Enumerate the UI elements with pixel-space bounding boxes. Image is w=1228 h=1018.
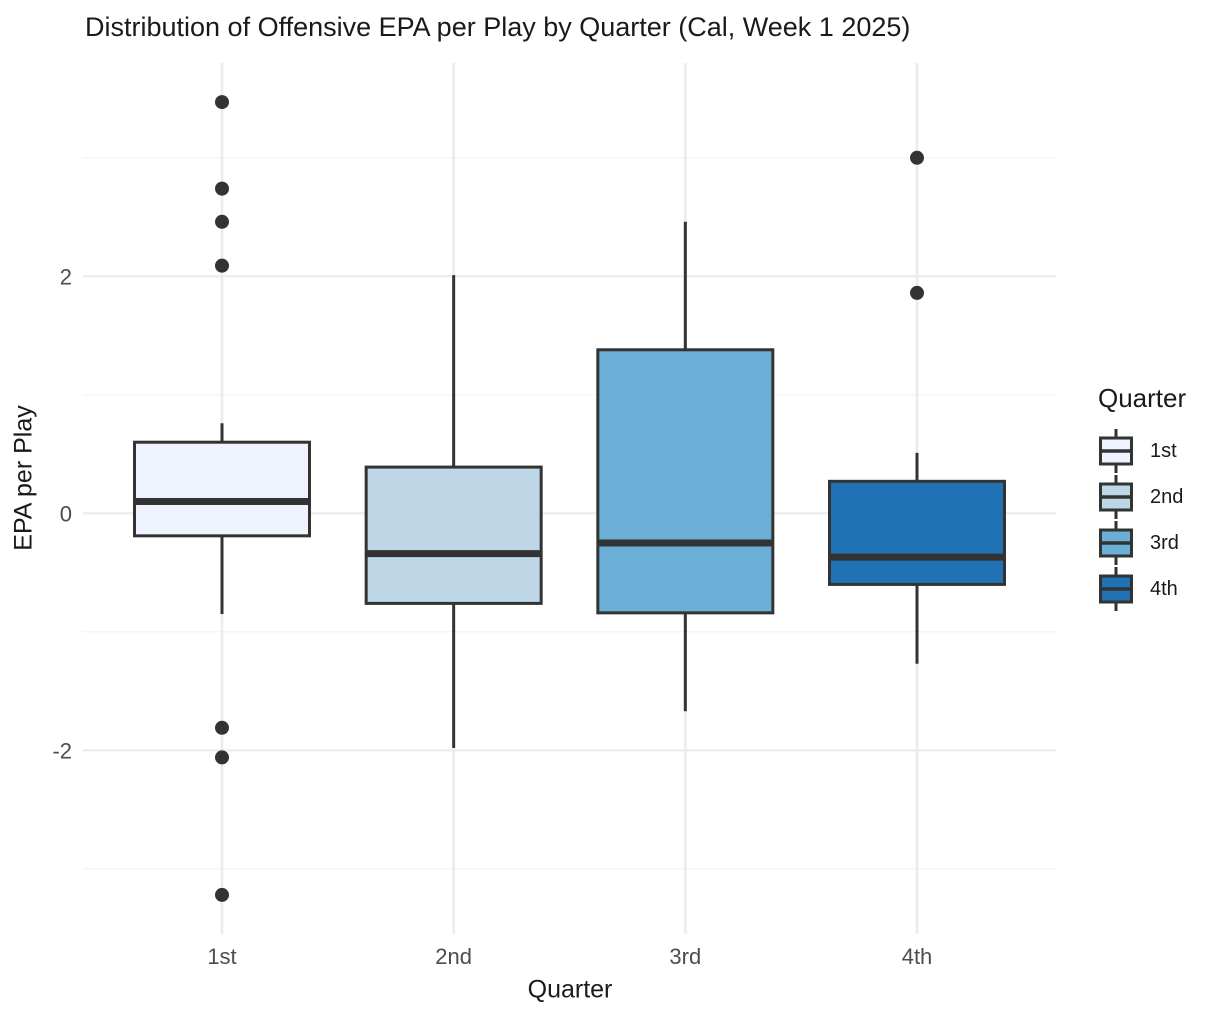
x-tick-label-4th: 4th (902, 944, 933, 969)
box-3rd (596, 348, 775, 615)
y-tick-label--2: -2 (52, 738, 72, 763)
legend-title: Quarter (1098, 383, 1187, 413)
x-axis-title: Quarter (527, 975, 613, 1004)
box-1st (133, 440, 311, 538)
legend-label: 2nd (1150, 485, 1184, 508)
legend-entries: 1st 2nd 3rd 4th (1098, 428, 1226, 612)
legend-label: 1st (1150, 439, 1177, 462)
outlier-1st-2.46 (215, 214, 229, 229)
x-tick-label-3rd: 3rd (669, 944, 701, 969)
outlier-1st--3.22 (215, 887, 229, 902)
legend-entry-2nd: 2nd (1098, 474, 1226, 520)
x-tick-label-2nd: 2nd (435, 944, 472, 969)
box-4th (828, 479, 1006, 586)
legend-entry-1st: 1st (1098, 428, 1226, 474)
y-axis-title: EPA per Play (9, 405, 38, 551)
legend-entry-4th: 4th (1098, 566, 1226, 612)
legend: Quarter 1st 2nd 3rd 4th (1098, 383, 1226, 612)
legend-boxplot-key-icon (1099, 429, 1133, 473)
chart-title: Distribution of Offensive EPA per Play b… (85, 12, 911, 42)
outlier-1st-3.47 (215, 95, 229, 110)
legend-label: 4th (1150, 577, 1178, 600)
outlier-1st--1.81 (215, 720, 229, 735)
outlier-4th-3 (910, 150, 924, 165)
y-tick-label-2: 2 (60, 264, 72, 289)
legend-entry-3rd: 3rd (1098, 520, 1226, 566)
x-tick-label-1st: 1st (207, 944, 236, 969)
outlier-4th-1.86 (910, 285, 924, 300)
legend-boxplot-key-icon (1099, 475, 1133, 519)
y-tick-label-0: 0 (60, 501, 72, 526)
legend-boxplot-key-icon (1099, 521, 1133, 565)
box-2nd (364, 465, 543, 605)
legend-label: 3rd (1150, 531, 1179, 554)
outlier-1st--2.06 (215, 750, 229, 765)
outlier-1st-2.74 (215, 181, 229, 196)
legend-boxplot-key-icon (1099, 567, 1133, 611)
outlier-1st-2.09 (215, 258, 229, 273)
